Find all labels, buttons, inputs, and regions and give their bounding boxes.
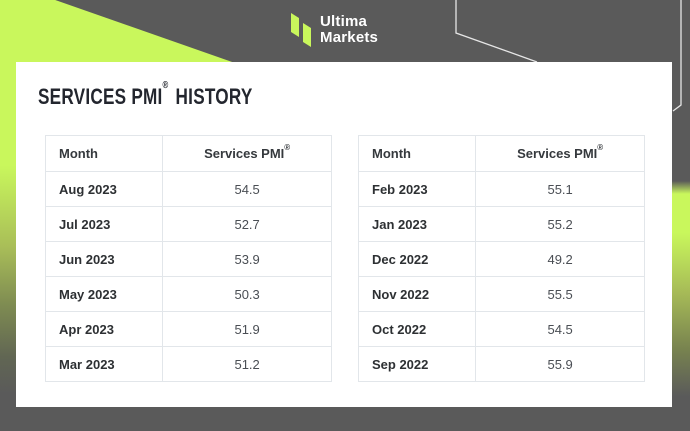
month-cell: Jun 2023 bbox=[44, 241, 164, 277]
logo-wordmark: Ultima Markets bbox=[320, 14, 378, 46]
ultima-markets-logo-icon bbox=[291, 13, 311, 47]
table-row: Aug 2023 54.5 bbox=[44, 171, 332, 207]
table-header-row: Month Services PMI® bbox=[44, 135, 332, 172]
month-cell: Sep 2022 bbox=[357, 346, 477, 382]
column-header-services-pmi: Services PMI® bbox=[475, 135, 645, 172]
pmi-value-cell: 49.2 bbox=[475, 241, 645, 277]
table-row: Feb 2023 55.1 bbox=[357, 171, 645, 207]
column-header-services-pmi: Services PMI® bbox=[162, 135, 332, 172]
pmi-value-cell: 50.3 bbox=[162, 276, 332, 312]
pmi-value-cell: 55.9 bbox=[475, 346, 645, 382]
table-header-row: Month Services PMI® bbox=[357, 135, 645, 172]
pmi-value-cell: 55.1 bbox=[475, 171, 645, 207]
month-cell: Jan 2023 bbox=[357, 206, 477, 242]
month-cell: Jul 2023 bbox=[44, 206, 164, 242]
registered-trademark-symbol: ® bbox=[597, 143, 604, 152]
content-card: SERVICES PMI® HISTORY Month Services PMI®… bbox=[16, 62, 672, 407]
pmi-table-left: Month Services PMI® Aug 2023 54.5 Jul 2023… bbox=[44, 135, 332, 382]
month-cell: Oct 2022 bbox=[357, 311, 477, 347]
month-cell: Aug 2023 bbox=[44, 171, 164, 207]
table-row: Dec 2022 49.2 bbox=[357, 241, 645, 277]
pmi-table-right: Month Services PMI® Feb 2023 55.1 Jan 2023… bbox=[357, 135, 645, 382]
page-title: SERVICES PMI® HISTORY bbox=[38, 80, 253, 110]
ultima-markets-logo: Ultima Markets bbox=[291, 13, 378, 47]
page-title-main: SERVICES PMI bbox=[38, 84, 163, 109]
month-cell: Nov 2022 bbox=[357, 276, 477, 312]
table-row: Jan 2023 55.2 bbox=[357, 206, 645, 242]
pmi-value-cell: 52.7 bbox=[162, 206, 332, 242]
table-row: Oct 2022 54.5 bbox=[357, 311, 645, 347]
column-header-month: Month bbox=[357, 135, 477, 172]
pmi-value-cell: 51.2 bbox=[162, 346, 332, 382]
logo-line-1: Ultima bbox=[320, 13, 368, 30]
table-row: Jul 2023 52.7 bbox=[44, 206, 332, 242]
month-cell: Apr 2023 bbox=[44, 311, 164, 347]
pmi-value-cell: 53.9 bbox=[162, 241, 332, 277]
table-row: May 2023 50.3 bbox=[44, 276, 332, 312]
month-cell: May 2023 bbox=[44, 276, 164, 312]
pmi-value-cell: 54.5 bbox=[162, 171, 332, 207]
table-row: Jun 2023 53.9 bbox=[44, 241, 332, 277]
right-green-gradient-strip bbox=[672, 0, 690, 431]
pmi-value-cell: 54.5 bbox=[475, 311, 645, 347]
pmi-value-cell: 51.9 bbox=[162, 311, 332, 347]
table-row: Mar 2023 51.2 bbox=[44, 346, 332, 382]
page-title-suffix: HISTORY bbox=[175, 84, 253, 109]
registered-trademark-symbol: ® bbox=[162, 80, 169, 91]
table-row: Nov 2022 55.5 bbox=[357, 276, 645, 312]
left-green-gradient-strip bbox=[0, 62, 16, 431]
month-cell: Feb 2023 bbox=[357, 171, 477, 207]
month-cell: Dec 2022 bbox=[357, 241, 477, 277]
table-row: Sep 2022 55.9 bbox=[357, 346, 645, 382]
table-row: Apr 2023 51.9 bbox=[44, 311, 332, 347]
month-cell: Mar 2023 bbox=[44, 346, 164, 382]
green-corner-shape bbox=[0, 0, 235, 63]
logo-line-2: Markets bbox=[320, 29, 379, 46]
pmi-value-cell: 55.2 bbox=[475, 206, 645, 242]
pmi-value-cell: 55.5 bbox=[475, 276, 645, 312]
registered-trademark-symbol: ® bbox=[284, 143, 291, 152]
column-header-month: Month bbox=[44, 135, 164, 172]
